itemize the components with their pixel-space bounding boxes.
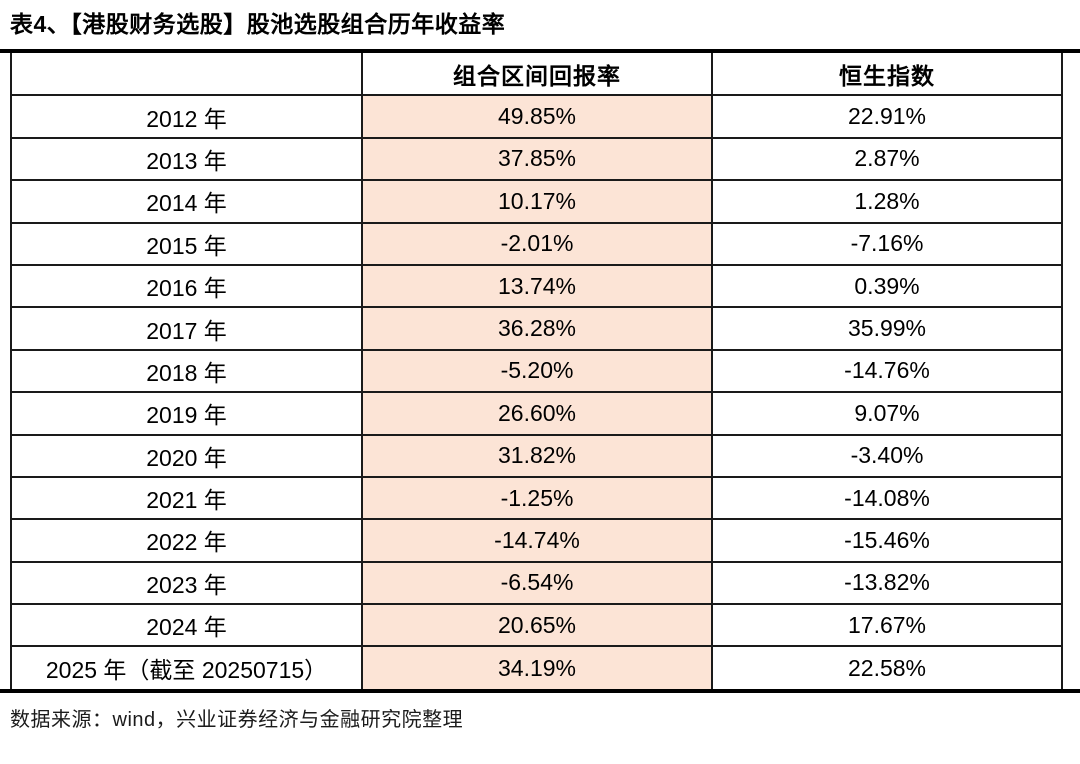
hsi-return-cell: 22.91% [711,94,1063,139]
table-row: 2024 年 20.65% 17.67% [9,603,1063,648]
portfolio-return-cell: 49.85% [361,94,713,139]
annual-returns-table: 组合区间回报率 恒生指数 2012 年 49.85% 22.91% 2013 年… [9,53,1063,689]
table-row: 2025 年（截至 20250715） 34.19% 22.58% [9,645,1063,689]
table-row: 2018 年 -5.20% -14.76% [9,348,1063,394]
portfolio-return-cell: 36.28% [361,306,713,351]
portfolio-return-cell: 26.60% [361,391,713,436]
hsi-return-cell: -14.08% [711,475,1063,521]
table-row: 2015 年 -2.01% -7.16% [9,221,1063,266]
col-header-year [9,53,364,97]
hsi-return-cell: -13.82% [711,560,1063,606]
portfolio-return-cell: -5.20% [361,348,713,394]
portfolio-return-cell: 10.17% [361,179,713,224]
hsi-return-cell: 35.99% [711,306,1063,351]
table-header-row: 组合区间回报率 恒生指数 [9,53,1063,97]
year-cell: 2020 年 [9,433,364,478]
year-cell: 2019 年 [9,391,364,436]
hsi-return-cell: -3.40% [711,433,1063,478]
portfolio-return-cell: 34.19% [361,645,713,689]
portfolio-return-cell: 13.74% [361,263,713,309]
table-row: 2019 年 26.60% 9.07% [9,391,1063,436]
hsi-return-cell: 9.07% [711,391,1063,436]
portfolio-return-cell: -2.01% [361,221,713,266]
hsi-return-cell: 1.28% [711,179,1063,224]
portfolio-return-cell: 20.65% [361,603,713,648]
hsi-return-cell: -14.76% [711,348,1063,394]
year-cell: 2023 年 [9,560,364,606]
hsi-return-cell: 2.87% [711,136,1063,182]
table-row: 2014 年 10.17% 1.28% [9,179,1063,224]
portfolio-return-cell: -14.74% [361,518,713,563]
data-source-note: 数据来源：wind，兴业证券经济与金融研究院整理 [10,708,464,731]
report-page: 表4、【港股财务选股】股池选股组合历年收益率 组合区间回报率 恒生指数 2012… [0,8,1080,764]
table-row: 2022 年 -14.74% -15.46% [9,518,1063,563]
table-row: 2020 年 31.82% -3.40% [9,433,1063,478]
portfolio-return-cell: -1.25% [361,475,713,521]
year-cell: 2013 年 [9,136,364,182]
hsi-return-cell: 0.39% [711,263,1063,309]
year-cell: 2014 年 [9,179,364,224]
year-cell: 2017 年 [9,306,364,351]
year-cell: 2022 年 [9,518,364,563]
table-title: 表4、【港股财务选股】股池选股组合历年收益率 [10,11,506,37]
table-row: 2017 年 36.28% 35.99% [9,306,1063,351]
year-cell: 2016 年 [9,263,364,309]
hsi-return-cell: 22.58% [711,645,1063,689]
col-header-hang-seng-index: 恒生指数 [711,53,1063,97]
year-cell: 2024 年 [9,603,364,648]
title-divider-rule [0,49,1080,53]
portfolio-return-cell: 31.82% [361,433,713,478]
portfolio-return-cell: 37.85% [361,136,713,182]
hsi-return-cell: -7.16% [711,221,1063,266]
portfolio-return-cell: -6.54% [361,560,713,606]
year-cell: 2015 年 [9,221,364,266]
table-row: 2016 年 13.74% 0.39% [9,263,1063,309]
table-row: 2013 年 37.85% 2.87% [9,136,1063,182]
year-cell: 2018 年 [9,348,364,394]
year-cell: 2025 年（截至 20250715） [9,645,364,689]
year-cell: 2012 年 [9,94,364,139]
hsi-return-cell: -15.46% [711,518,1063,563]
table-bottom-rule [0,688,1080,693]
table-row: 2021 年 -1.25% -14.08% [9,475,1063,521]
table-row: 2012 年 49.85% 22.91% [9,94,1063,139]
hsi-return-cell: 17.67% [711,603,1063,648]
table-row: 2023 年 -6.54% -13.82% [9,560,1063,606]
year-cell: 2021 年 [9,475,364,521]
col-header-portfolio-return: 组合区间回报率 [361,53,713,97]
